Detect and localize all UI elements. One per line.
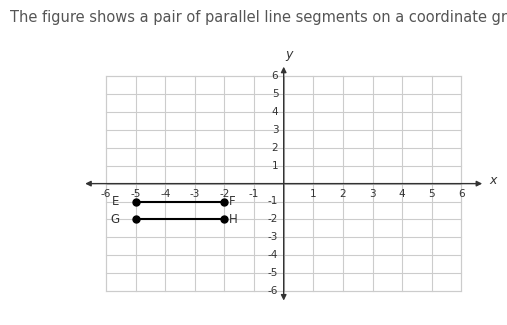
- Text: E: E: [112, 195, 119, 208]
- Text: -4: -4: [268, 250, 278, 260]
- Text: 5: 5: [428, 188, 435, 199]
- Text: -1: -1: [268, 197, 278, 206]
- Text: 6: 6: [272, 72, 278, 81]
- Text: -5: -5: [130, 188, 141, 199]
- Text: 1: 1: [310, 188, 316, 199]
- Text: 2: 2: [340, 188, 346, 199]
- Text: -3: -3: [190, 188, 200, 199]
- Text: -2: -2: [220, 188, 230, 199]
- Text: 4: 4: [272, 107, 278, 117]
- Text: 1: 1: [272, 161, 278, 171]
- Text: 2: 2: [272, 143, 278, 153]
- Text: -6: -6: [268, 286, 278, 296]
- Text: F: F: [229, 195, 236, 208]
- Text: -6: -6: [101, 188, 111, 199]
- Text: -5: -5: [268, 268, 278, 278]
- Text: 3: 3: [272, 125, 278, 135]
- Text: 5: 5: [272, 89, 278, 99]
- Text: -1: -1: [249, 188, 259, 199]
- Text: The figure shows a pair of parallel line segments on a coordinate grid:: The figure shows a pair of parallel line…: [10, 10, 507, 25]
- Text: 3: 3: [369, 188, 376, 199]
- Text: 4: 4: [399, 188, 406, 199]
- Text: -3: -3: [268, 232, 278, 242]
- Text: -4: -4: [160, 188, 170, 199]
- Text: x: x: [489, 174, 497, 187]
- Text: G: G: [110, 213, 119, 226]
- Text: y: y: [285, 48, 293, 61]
- Text: H: H: [229, 213, 238, 226]
- Text: 6: 6: [458, 188, 464, 199]
- Bar: [106, 76, 461, 291]
- Text: -2: -2: [268, 214, 278, 224]
